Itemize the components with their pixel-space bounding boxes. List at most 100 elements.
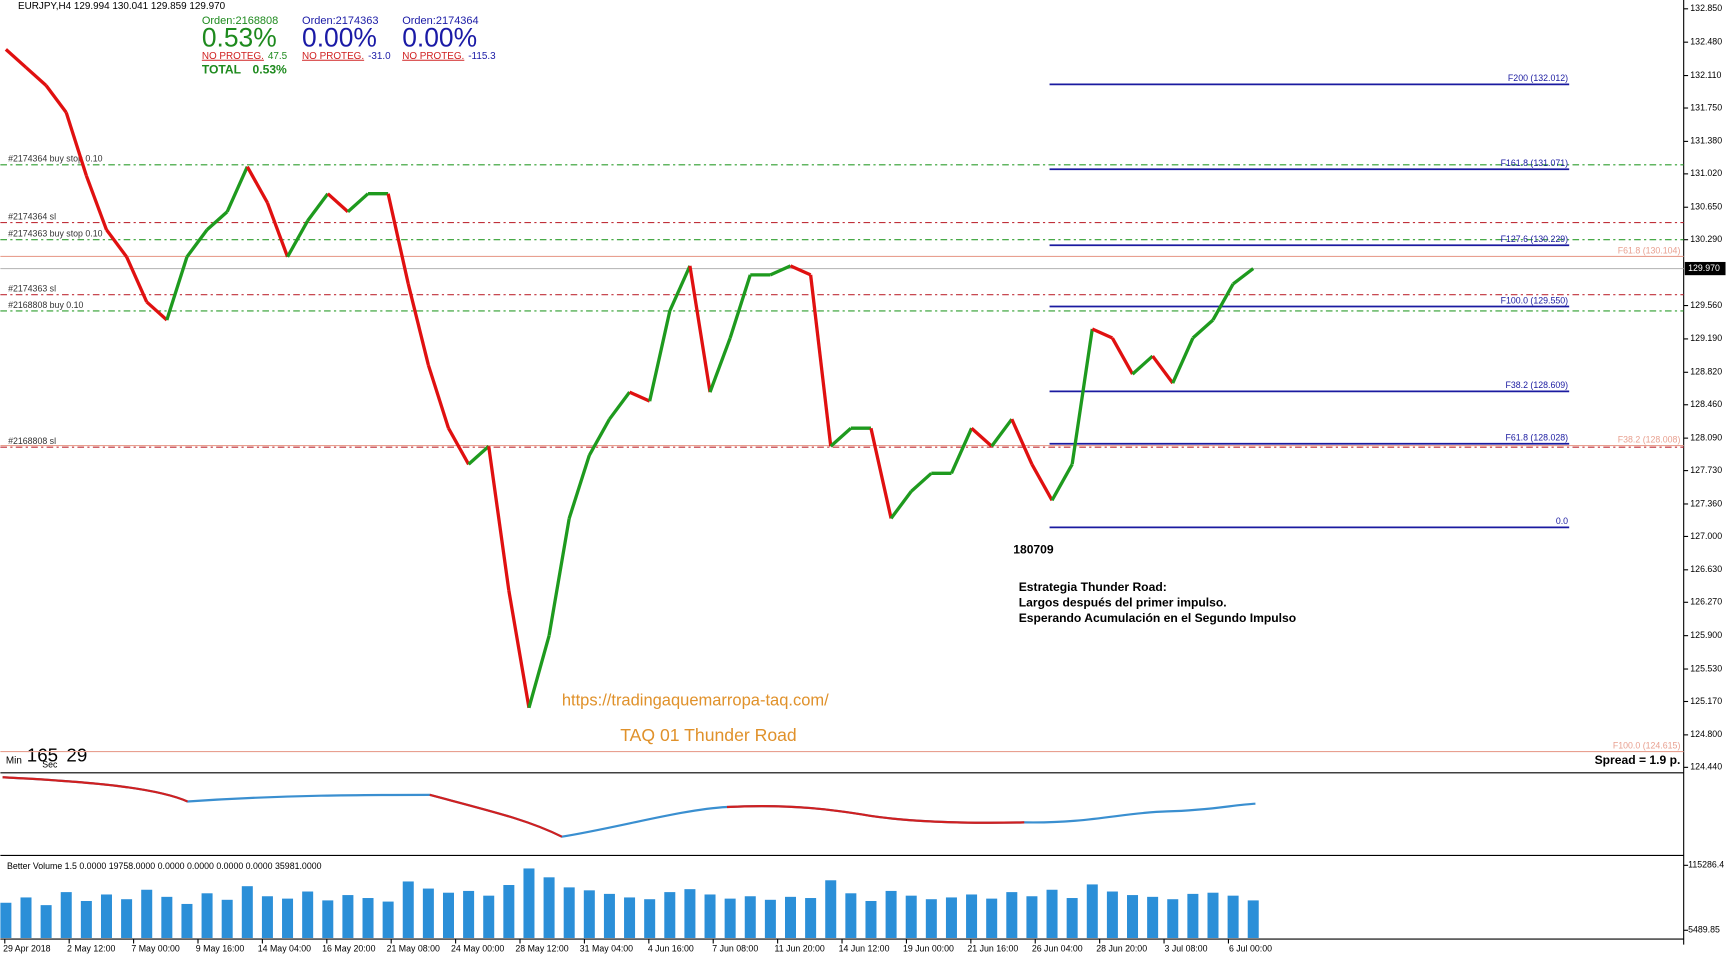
price-segment <box>1171 337 1195 384</box>
price-segment <box>829 426 852 448</box>
price-segment <box>1091 327 1114 340</box>
volume-bar <box>885 890 897 938</box>
volume-bar <box>523 868 535 938</box>
current-price-box <box>1684 261 1726 276</box>
fib-label: F38.2 (128.609) <box>1505 380 1568 390</box>
order-status: NO PROTEG. <box>302 51 364 62</box>
price-segment <box>949 427 974 474</box>
volume-bar <box>80 900 92 938</box>
price-segment <box>728 274 752 339</box>
volume-bar <box>503 885 515 938</box>
volume-bar <box>382 901 394 938</box>
time-label: 7 May 00:00 <box>131 943 180 953</box>
price-tick-label: 132.480 <box>1690 37 1722 47</box>
price-segment <box>889 490 913 520</box>
volume-bar <box>463 890 475 938</box>
fib-label: F200 (132.012) <box>1508 73 1568 83</box>
price-segment <box>567 454 591 519</box>
price-tick-label: 126.630 <box>1690 564 1722 574</box>
volume-bar <box>181 903 193 938</box>
price-segment <box>910 472 933 493</box>
volume-bar <box>1086 884 1098 938</box>
time-label: 21 Jun 16:00 <box>967 943 1018 953</box>
fib-label: F161.8 (131.071) <box>1501 158 1569 168</box>
volume-bar <box>1106 891 1118 938</box>
price-segment <box>507 590 531 709</box>
price-tick-label: 129.560 <box>1690 300 1722 310</box>
volume-bar <box>141 889 153 938</box>
time-label: 2 May 12:00 <box>67 943 116 953</box>
volume-bar <box>0 902 12 938</box>
volume-bar <box>744 896 756 938</box>
price-tick-label: 129.190 <box>1690 333 1722 343</box>
fib-label: 0.0 <box>1556 516 1568 526</box>
volume-bar <box>724 898 736 938</box>
volume-bar <box>1147 896 1159 938</box>
order-status: NO PROTEG. <box>202 51 264 62</box>
order-pl: -115.3 <box>468 51 496 62</box>
time-label: 29 Apr 2018 <box>3 943 51 953</box>
price-segment <box>527 635 551 709</box>
price-segment <box>326 192 350 213</box>
price-segment <box>145 300 168 322</box>
time-label: 6 Jul 00:00 <box>1229 943 1272 953</box>
volume-bar <box>1247 900 1259 938</box>
volume-bar <box>966 894 978 938</box>
volume-bar <box>121 899 133 938</box>
volume-bar <box>161 896 173 938</box>
price-tick-label: 132.110 <box>1690 70 1721 80</box>
price-tick-label: 127.360 <box>1690 498 1722 508</box>
volume-bar <box>825 880 837 938</box>
volume-bar <box>925 899 937 938</box>
order-status: NO PROTEG. <box>402 51 464 62</box>
order-id: Orden:2174363 <box>302 15 378 27</box>
volume-bar <box>603 893 615 938</box>
site-url: https://tradingaquemarropa-taq.com/ <box>562 692 829 710</box>
fib-label: F100.0 (129.550) <box>1501 295 1569 305</box>
price-segment <box>869 427 893 519</box>
volume-bar <box>563 887 575 938</box>
volume-bar <box>282 898 294 938</box>
price-segment <box>769 264 792 277</box>
price-segment <box>487 446 511 591</box>
order-pct: 0.00% <box>402 23 477 53</box>
volume-bar <box>261 896 273 938</box>
strategy-line: Esperando Acumulación en el Segundo Impu… <box>1019 611 1296 625</box>
volume-bar <box>845 893 857 938</box>
price-segment <box>245 165 269 204</box>
price-segment <box>1232 267 1255 286</box>
fib-label: F61.8 (128.028) <box>1505 433 1568 443</box>
volume-bar <box>1127 895 1139 938</box>
price-tick-label: 126.270 <box>1690 597 1722 607</box>
total-label: TOTAL <box>202 63 242 77</box>
price-segment <box>668 265 692 312</box>
current-price-label: 129.970 <box>1688 263 1720 273</box>
volume-tick-label: 5489.85 <box>1688 925 1720 935</box>
price-segment <box>84 175 109 231</box>
price-tick-label: 128.090 <box>1690 432 1722 442</box>
order-line-label: #2174363 sl <box>8 284 56 294</box>
order-line-label: #2168808 buy 0.10 <box>8 300 83 310</box>
order-line-label: #2174364 sl <box>8 211 56 221</box>
price-segment <box>1070 328 1094 465</box>
order-line-label: #2174363 buy stop 0.10 <box>8 229 103 239</box>
volume-bar <box>362 898 374 938</box>
volume-bar <box>684 889 696 938</box>
date-code: 180709 <box>1013 543 1054 557</box>
price-tick-label: 125.170 <box>1690 696 1722 706</box>
price-segment <box>306 192 330 222</box>
volume-bar <box>784 896 797 938</box>
volume-bar <box>644 899 656 938</box>
volume-bar <box>302 891 314 938</box>
price-segment <box>547 518 571 636</box>
price-tick-label: 127.000 <box>1690 531 1722 541</box>
strategy-name: TAQ 01 Thunder Road <box>620 725 797 745</box>
time-label: 7 Jun 08:00 <box>712 943 758 953</box>
fib-label-2: F61.8 (130.104) <box>1618 245 1681 255</box>
volume-bar <box>704 894 716 938</box>
volume-bar <box>1207 892 1219 938</box>
price-segment <box>286 219 310 258</box>
order-pct: 0.00% <box>302 23 377 53</box>
